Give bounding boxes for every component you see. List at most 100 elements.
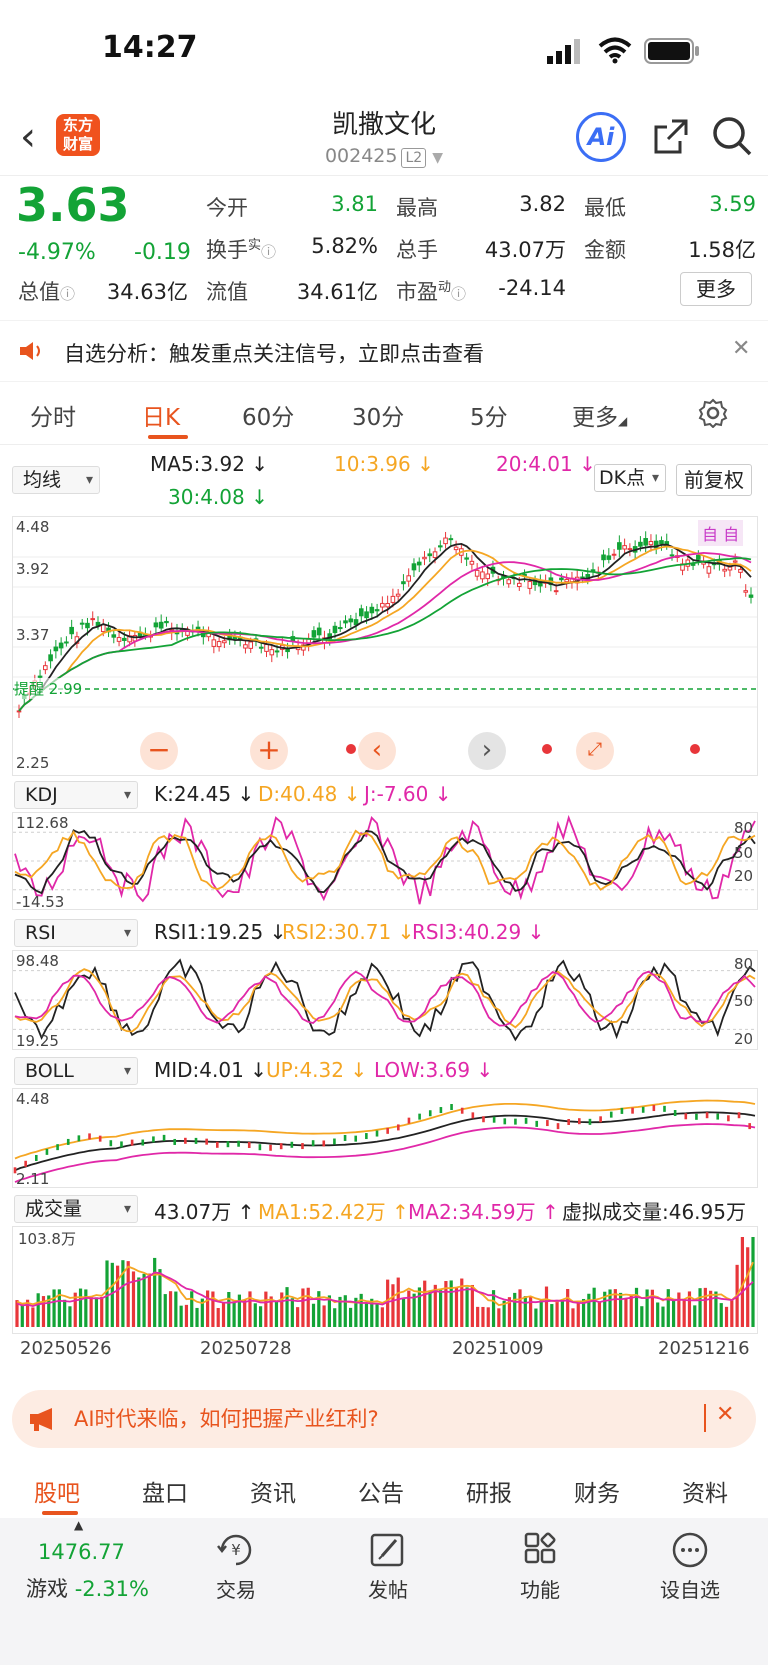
more-quote-button[interactable]: 更多 xyxy=(680,272,752,306)
indicator-selector-boll[interactable]: BOLL xyxy=(14,1057,138,1085)
boll-candle xyxy=(386,1127,389,1134)
candle-body xyxy=(448,538,454,541)
candle-body xyxy=(480,571,485,580)
candle-body xyxy=(316,627,322,636)
back-icon[interactable]: ‹ xyxy=(20,114,36,160)
volume-bar xyxy=(529,1296,533,1327)
boll-chart[interactable] xyxy=(12,1088,758,1188)
candle-body xyxy=(527,581,533,589)
volume-bar xyxy=(110,1262,114,1327)
volume-ma2: MA2:34.59万 ↑ xyxy=(408,1200,559,1224)
function-label[interactable]: 功能 xyxy=(520,1578,560,1602)
settings-icon[interactable] xyxy=(698,398,728,428)
volume-bar xyxy=(460,1278,464,1327)
post-icon[interactable] xyxy=(366,1530,410,1570)
info-icon[interactable]: ⓘ xyxy=(451,285,467,303)
boll-candle xyxy=(588,1118,592,1125)
boll-candle xyxy=(641,1106,645,1113)
tab-timeshare[interactable]: 分时 xyxy=(30,405,76,431)
tab-underline xyxy=(148,435,188,439)
volume-bar xyxy=(386,1279,390,1327)
indicator-selector-ma[interactable]: 均线 xyxy=(12,466,100,494)
trade-label[interactable]: 交易 xyxy=(216,1578,256,1602)
volume-bar xyxy=(571,1308,575,1327)
function-icon[interactable] xyxy=(518,1530,562,1570)
volume-bar xyxy=(163,1294,167,1327)
trade-icon[interactable]: ¥ xyxy=(214,1530,258,1570)
zoom-out-button[interactable]: − xyxy=(140,732,178,770)
ai-banner[interactable] xyxy=(12,1390,756,1448)
zoom-in-button[interactable]: + xyxy=(250,732,288,770)
boll-candle xyxy=(45,1148,49,1155)
tab-finance[interactable]: 财务 xyxy=(574,1481,620,1507)
volume-bar xyxy=(603,1291,607,1327)
sector-index-row[interactable]: 游戏 -2.31% xyxy=(26,1573,149,1603)
fullscreen-icon[interactable]: ⤢ xyxy=(576,732,614,770)
boll-candle xyxy=(716,1113,720,1120)
level2-badge: L2 xyxy=(401,148,427,168)
candle-body xyxy=(95,621,101,626)
boll-candle xyxy=(673,1110,677,1117)
candle-body xyxy=(601,554,606,561)
adjust-button[interactable]: 前复权 xyxy=(676,464,752,496)
tab-daily-k[interactable]: 日K xyxy=(142,405,181,431)
indicator-selector-volume[interactable]: 成交量 xyxy=(14,1195,138,1223)
volume-bar xyxy=(454,1287,459,1327)
tab-30min[interactable]: 30分 xyxy=(352,405,405,431)
kdj-chart[interactable] xyxy=(12,812,758,910)
volume-bar xyxy=(634,1287,639,1327)
volume-bar xyxy=(730,1299,734,1327)
scroll-left-button[interactable]: ‹ xyxy=(358,732,396,770)
boll-candle xyxy=(748,1123,751,1130)
tab-guba[interactable]: 股吧 xyxy=(34,1481,80,1507)
dk-point-button[interactable]: DK点 xyxy=(594,464,666,492)
post-label[interactable]: 发帖 xyxy=(368,1578,408,1602)
tab-research[interactable]: 研报 xyxy=(466,1481,512,1507)
volume-bar xyxy=(153,1257,157,1327)
caret-up-icon: ▲ xyxy=(74,1518,84,1532)
ai-banner-text[interactable]: AI时代来临，如何把握产业红利? xyxy=(74,1407,379,1431)
candle-body xyxy=(258,646,264,649)
info-icon[interactable]: ⓘ xyxy=(60,285,76,303)
sector-index-value[interactable]: 1476.77 xyxy=(38,1540,125,1564)
ai-assistant-button[interactable]: Ai xyxy=(576,112,626,162)
indicator-selector-rsi[interactable]: RSI xyxy=(14,919,138,947)
kline-chart[interactable] xyxy=(12,516,758,776)
notice-text[interactable]: 自选分析：触发重点关注信号，立即点击查看 xyxy=(64,342,484,366)
banner-close-icon[interactable]: ✕ xyxy=(716,1402,735,1427)
volume-chart[interactable] xyxy=(12,1226,758,1334)
boll-candle xyxy=(524,1117,528,1124)
tab-more[interactable]: 更多◢ xyxy=(572,398,627,432)
candle-body xyxy=(264,644,269,652)
candle-body xyxy=(453,546,459,551)
tab-profile[interactable]: 资料 xyxy=(682,1481,728,1507)
candle-body xyxy=(722,568,727,572)
search-icon[interactable] xyxy=(710,114,754,158)
tab-announcement[interactable]: 公告 xyxy=(358,1481,404,1507)
tab-pankou[interactable]: 盘口 xyxy=(142,1481,188,1507)
more-circle-icon[interactable] xyxy=(668,1530,712,1570)
indicator-selector-kdj[interactable]: KDJ xyxy=(14,781,138,809)
volume-bar xyxy=(131,1271,136,1327)
rsi-canvas xyxy=(13,958,757,1042)
scroll-right-button[interactable]: › xyxy=(468,732,506,770)
tab-60min[interactable]: 60分 xyxy=(242,405,295,431)
candle-body xyxy=(153,622,159,628)
candle-body xyxy=(538,580,543,587)
candle-body xyxy=(464,557,469,560)
candle-body xyxy=(696,554,701,560)
notice-bar[interactable] xyxy=(0,320,768,382)
volume-bar xyxy=(740,1237,745,1327)
close-icon[interactable]: ✕ xyxy=(732,336,751,361)
share-icon[interactable] xyxy=(650,115,692,157)
rsi-chart[interactable] xyxy=(12,950,758,1050)
candle-body xyxy=(380,602,385,608)
watchlist-label[interactable]: 设自选 xyxy=(660,1578,720,1602)
info-icon[interactable]: ⓘ xyxy=(261,243,277,261)
tab-news[interactable]: 资讯 xyxy=(250,1481,296,1507)
candle-body xyxy=(659,540,664,545)
marker-dot xyxy=(690,744,700,754)
tab-5min[interactable]: 5分 xyxy=(470,405,508,431)
stock-code-row[interactable]: 002425 L2 ▼ xyxy=(0,145,768,168)
high-value: 3.82 xyxy=(519,192,566,216)
